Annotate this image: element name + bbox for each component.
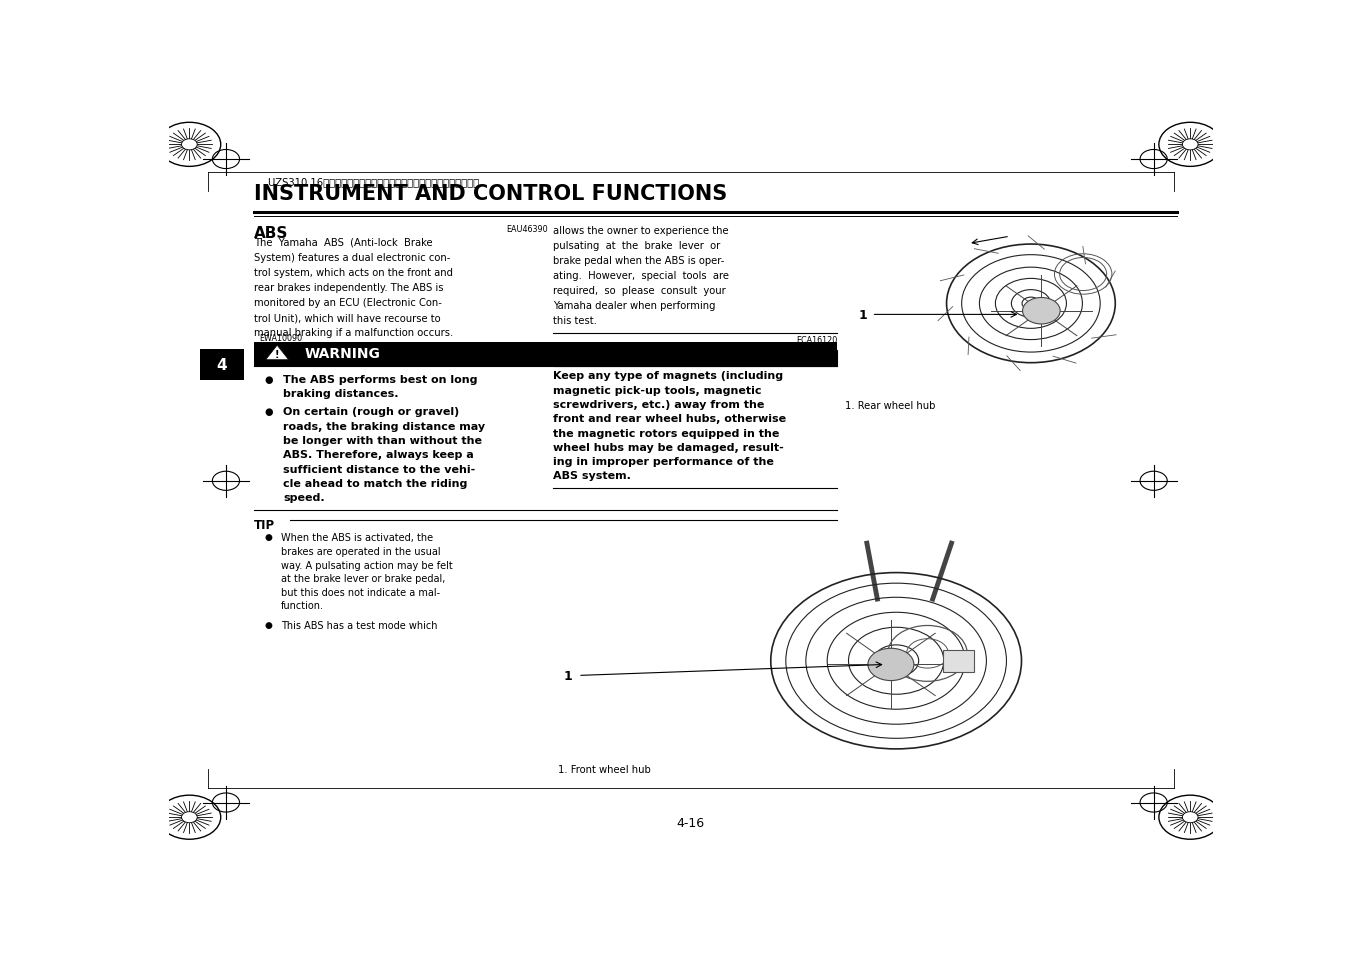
Text: sufficient distance to the vehi-: sufficient distance to the vehi- <box>283 464 476 475</box>
Text: wheel hubs may be damaged, result-: wheel hubs may be damaged, result- <box>553 442 783 453</box>
Text: On certain (rough or gravel): On certain (rough or gravel) <box>283 407 460 417</box>
Bar <box>944 650 975 672</box>
Text: required,  so  please  consult  your: required, so please consult your <box>553 286 725 296</box>
Circle shape <box>1159 796 1221 840</box>
Text: ECA16120: ECA16120 <box>795 335 837 345</box>
Text: at the brake lever or brake pedal,: at the brake lever or brake pedal, <box>282 574 446 583</box>
Text: 4: 4 <box>217 357 226 373</box>
Text: allows the owner to experience the: allows the owner to experience the <box>553 226 728 236</box>
Text: !: ! <box>275 350 279 360</box>
Text: 1: 1 <box>563 669 572 682</box>
Bar <box>255 342 837 367</box>
Circle shape <box>158 123 221 167</box>
Circle shape <box>182 812 197 822</box>
Text: 4-16: 4-16 <box>677 816 705 829</box>
Text: this test.: this test. <box>553 316 597 326</box>
Circle shape <box>1159 123 1221 167</box>
Text: screwdrivers, etc.) away from the: screwdrivers, etc.) away from the <box>553 399 764 410</box>
Text: ●: ● <box>264 407 274 417</box>
Bar <box>553 351 837 366</box>
Circle shape <box>158 796 221 840</box>
Text: ing in improper performance of the: ing in improper performance of the <box>553 456 774 467</box>
Text: ABS: ABS <box>255 226 288 241</box>
Text: INSTRUMENT AND CONTROL FUNCTIONS: INSTRUMENT AND CONTROL FUNCTIONS <box>255 184 728 204</box>
Text: 1. Front wheel hub: 1. Front wheel hub <box>558 763 651 774</box>
Circle shape <box>1182 812 1198 822</box>
Text: roads, the braking distance may: roads, the braking distance may <box>283 421 485 432</box>
Text: When the ABS is activated, the: When the ABS is activated, the <box>282 533 434 543</box>
Circle shape <box>1023 298 1060 325</box>
Text: brakes are operated in the usual: brakes are operated in the usual <box>282 546 441 557</box>
Text: front and rear wheel hubs, otherwise: front and rear wheel hubs, otherwise <box>553 414 786 424</box>
Text: the magnetic rotors equipped in the: the magnetic rotors equipped in the <box>553 428 779 438</box>
Text: The ABS performs best on long: The ABS performs best on long <box>283 375 479 384</box>
Text: EWA10090: EWA10090 <box>259 334 302 342</box>
Text: monitored by an ECU (Electronic Con-: monitored by an ECU (Electronic Con- <box>255 298 442 308</box>
Text: Keep any type of magnets (including: Keep any type of magnets (including <box>553 371 783 381</box>
Text: trol system, which acts on the front and: trol system, which acts on the front and <box>255 268 453 277</box>
Text: pulsating  at  the  brake  lever  or: pulsating at the brake lever or <box>553 241 720 251</box>
Text: speed.: speed. <box>283 493 325 503</box>
Text: magnetic pick-up tools, magnetic: magnetic pick-up tools, magnetic <box>553 385 762 395</box>
Text: Yamaha dealer when performing: Yamaha dealer when performing <box>553 301 716 311</box>
Text: brake pedal when the ABS is oper-: brake pedal when the ABS is oper- <box>553 256 724 266</box>
Text: cle ahead to match the riding: cle ahead to match the riding <box>283 478 468 489</box>
Text: NOTICE: NOTICE <box>559 352 608 365</box>
Text: manual braking if a malfunction occurs.: manual braking if a malfunction occurs. <box>255 328 453 338</box>
Text: trol Unit), which will have recourse to: trol Unit), which will have recourse to <box>255 313 441 323</box>
Text: This ABS has a test mode which: This ABS has a test mode which <box>282 620 438 630</box>
Text: ●: ● <box>264 375 274 384</box>
Circle shape <box>182 140 197 151</box>
Text: be longer with than without the: be longer with than without the <box>283 436 483 446</box>
Text: UZS310 16ページ　２００８年８月３０日　土曜日　午後２時２３分: UZS310 16ページ ２００８年８月３０日 土曜日 午後２時２３分 <box>268 177 479 187</box>
Text: ABS. Therefore, always keep a: ABS. Therefore, always keep a <box>283 450 474 460</box>
Bar <box>200 350 244 380</box>
Text: 1: 1 <box>859 309 868 321</box>
Text: ABS system.: ABS system. <box>553 471 631 481</box>
Text: System) features a dual electronic con-: System) features a dual electronic con- <box>255 253 450 263</box>
Text: but this does not indicate a mal-: but this does not indicate a mal- <box>282 587 441 598</box>
Text: braking distances.: braking distances. <box>283 389 399 398</box>
Text: ●: ● <box>264 620 272 629</box>
Text: way. A pulsating action may be felt: way. A pulsating action may be felt <box>282 560 453 570</box>
Text: WARNING: WARNING <box>305 347 380 361</box>
Text: 1. Rear wheel hub: 1. Rear wheel hub <box>845 400 936 411</box>
Text: function.: function. <box>282 600 325 611</box>
Polygon shape <box>266 346 288 360</box>
Circle shape <box>1182 140 1198 151</box>
Text: TIP: TIP <box>255 518 275 531</box>
Text: EAU46390: EAU46390 <box>506 225 547 233</box>
Text: The  Yamaha  ABS  (Anti-lock  Brake: The Yamaha ABS (Anti-lock Brake <box>255 237 433 248</box>
Text: rear brakes independently. The ABS is: rear brakes independently. The ABS is <box>255 283 443 293</box>
Text: ating.  However,  special  tools  are: ating. However, special tools are <box>553 271 729 281</box>
Text: ●: ● <box>264 533 272 542</box>
Circle shape <box>868 649 914 680</box>
